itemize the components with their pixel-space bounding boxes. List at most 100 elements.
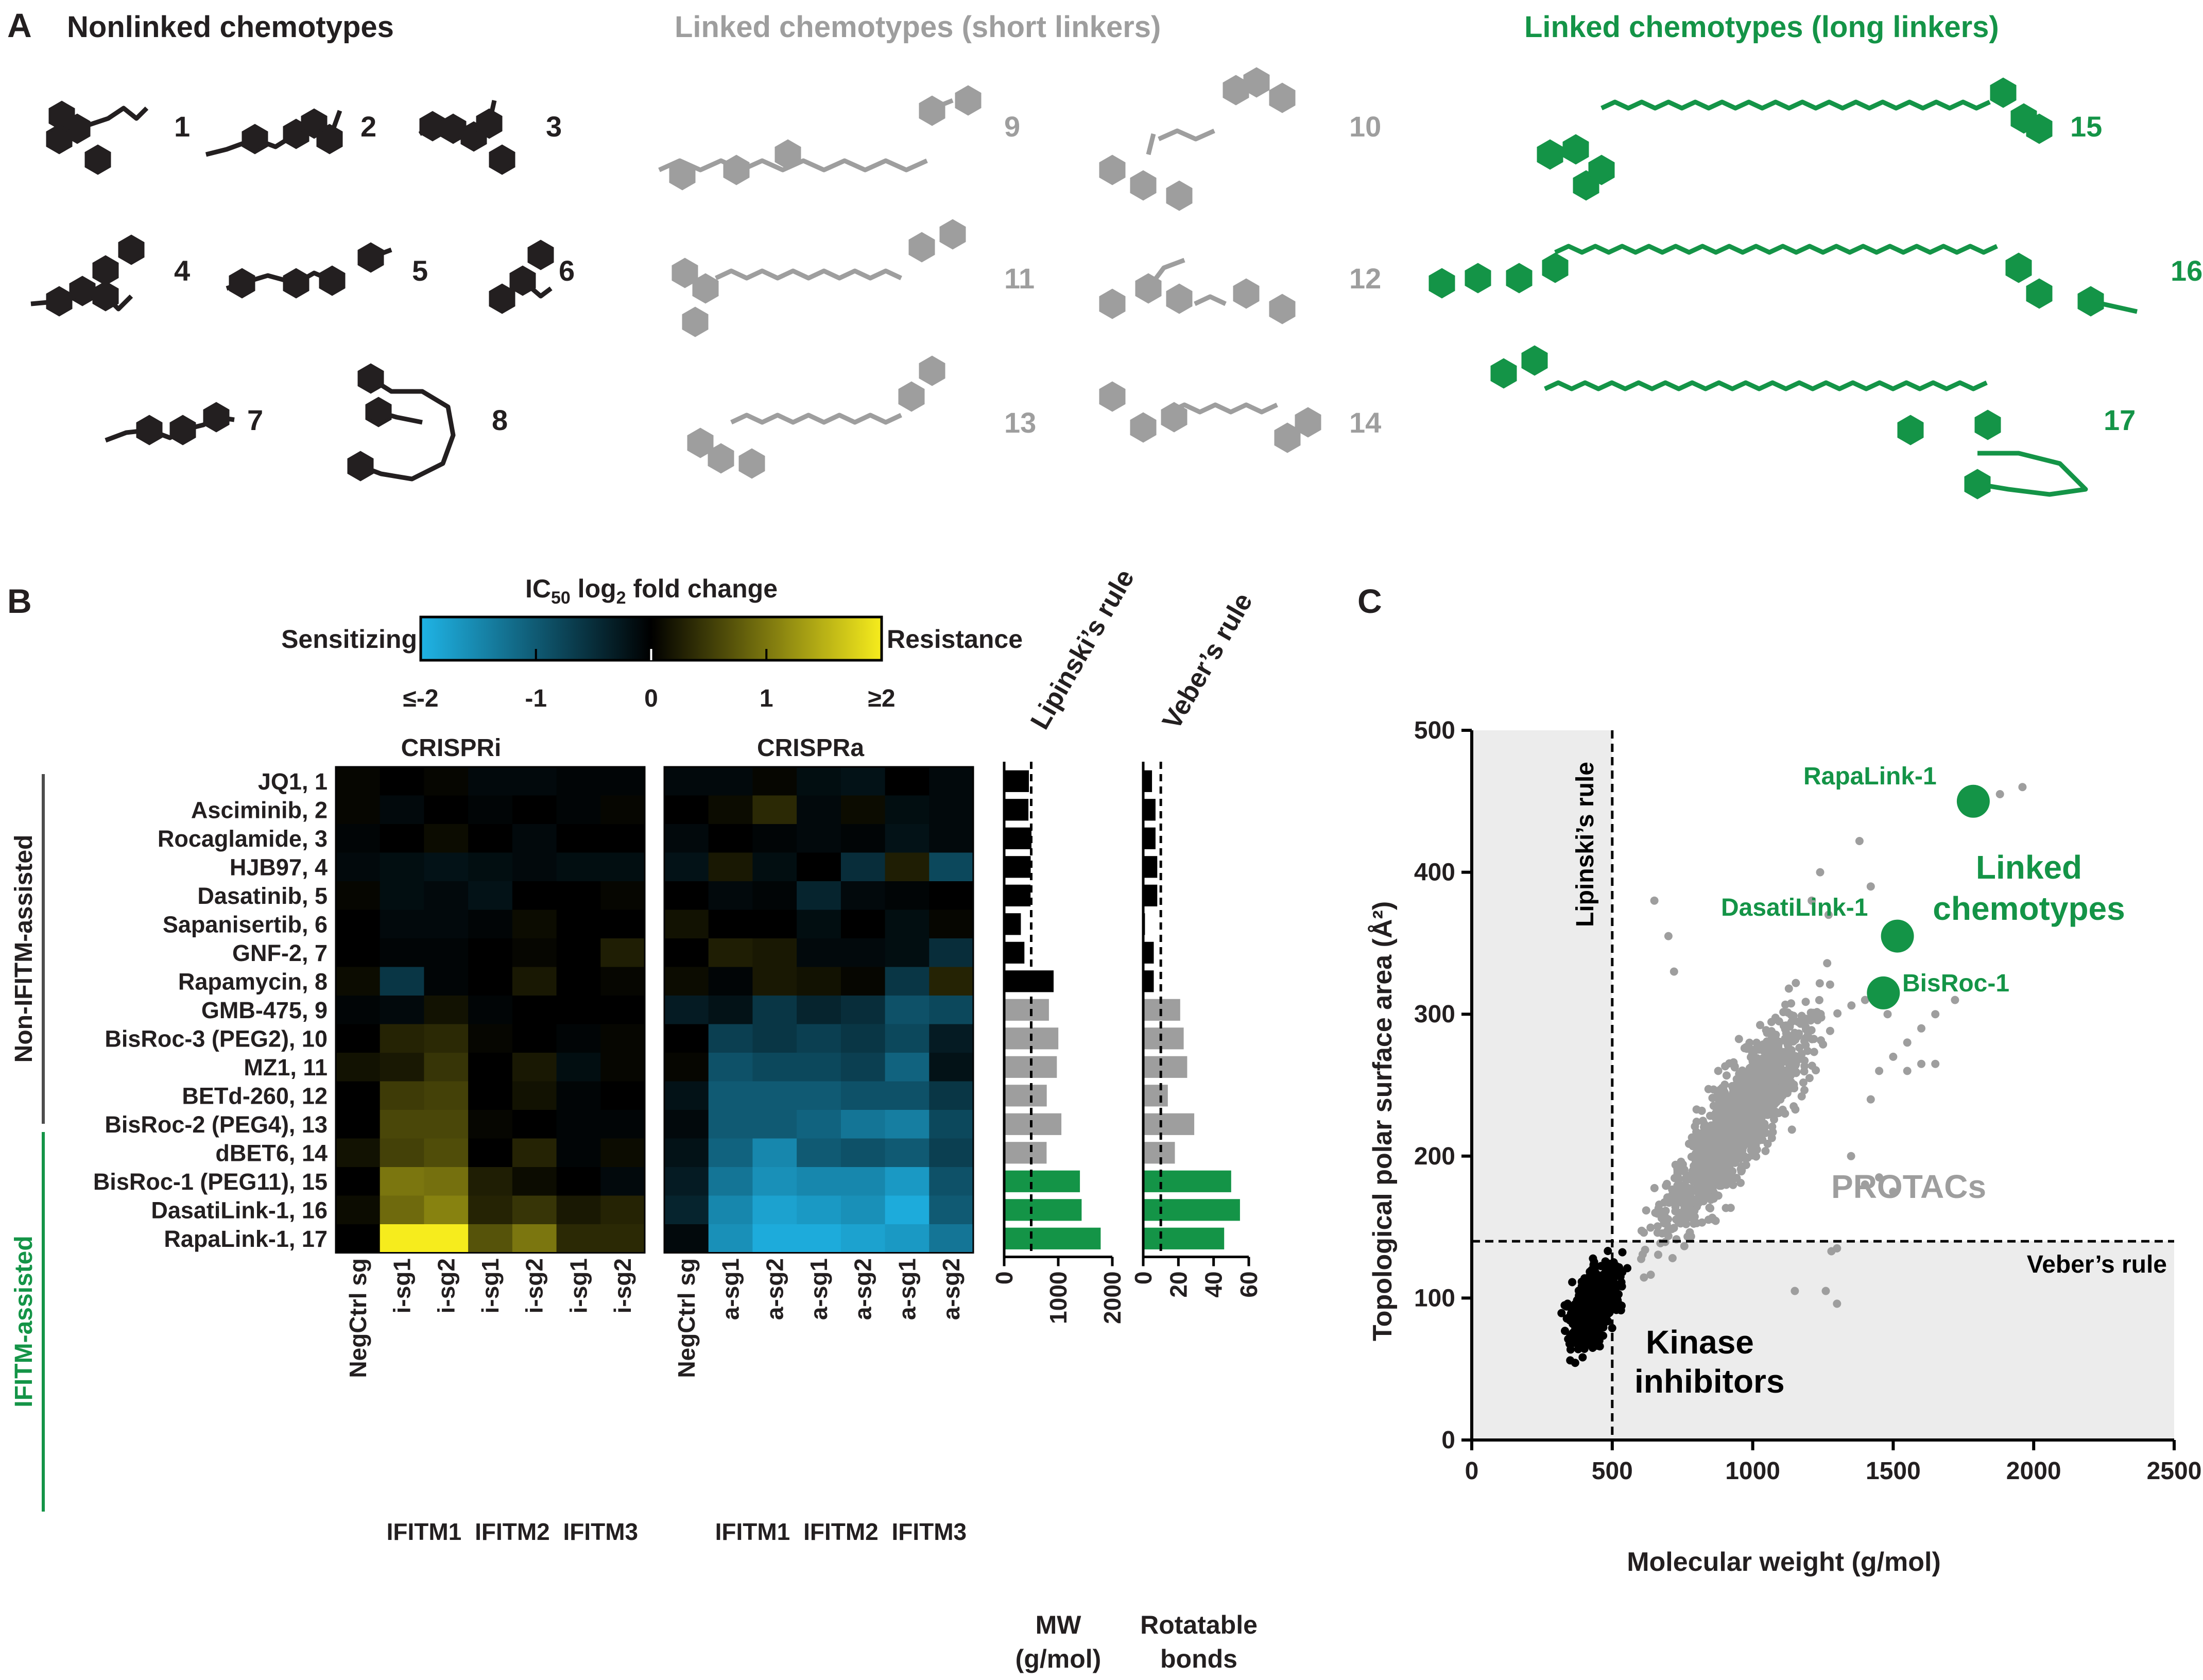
crispri-cell <box>512 1081 557 1110</box>
crispri-cell <box>380 1024 424 1053</box>
crispra-cell <box>797 1224 841 1254</box>
crispra-cell <box>708 1224 753 1254</box>
annotation-lipinski: Lipinski’s rule <box>1572 762 1599 927</box>
protac-point <box>1875 1067 1884 1075</box>
crispra-cell <box>840 967 886 996</box>
crispra-cell <box>929 967 974 996</box>
protac-point <box>1736 1165 1745 1173</box>
protac-point <box>1740 1044 1749 1053</box>
crispri-cell <box>468 967 513 996</box>
rb-bar <box>1143 827 1156 849</box>
annotation-kinase-2: inhibitors <box>1634 1363 1785 1400</box>
kinase-inhibitor-point <box>1588 1344 1597 1352</box>
protac-point <box>1805 1074 1814 1083</box>
protac-point <box>1653 1222 1662 1231</box>
crispra-cell <box>929 767 974 796</box>
molecule-number-2: 2 <box>360 110 376 143</box>
crispri-cell <box>380 967 424 996</box>
protac-point <box>1782 1021 1791 1030</box>
crispra-cell <box>752 852 797 882</box>
crispra-cell <box>797 852 841 882</box>
crispri-cell <box>424 1110 469 1139</box>
veber-region <box>1612 1241 2174 1440</box>
protac-point <box>1889 1052 1898 1061</box>
crispri-cell <box>556 795 601 825</box>
crispra-cell <box>885 1195 930 1225</box>
protac-point <box>1775 1017 1783 1026</box>
protac-point <box>1695 1144 1703 1153</box>
protac-point <box>1670 1224 1678 1232</box>
kinase-inhibitor-point <box>1604 1247 1612 1255</box>
crispra-cell <box>664 881 709 911</box>
crispra-cell <box>708 938 753 968</box>
protac-point <box>1683 1171 1692 1180</box>
crispra-cell <box>752 910 797 939</box>
crispra-cell <box>840 910 886 939</box>
column-label: i-sg2 <box>433 1258 459 1313</box>
crispri-cell <box>556 1081 601 1110</box>
kinase-inhibitor-point <box>1557 1309 1566 1317</box>
scatter-x-tick-label: 0 <box>1465 1458 1479 1485</box>
molecule-6 <box>489 239 554 314</box>
protac-point <box>1823 959 1832 968</box>
crispra-cell <box>929 1024 974 1053</box>
column-label: a-sg1 <box>805 1258 832 1320</box>
protac-point <box>1679 1181 1688 1190</box>
protac-point <box>1646 1223 1655 1232</box>
protac-point <box>1674 1163 1682 1172</box>
crispri-cell <box>512 1110 557 1139</box>
colorbar-tick-label: -1 <box>525 685 547 712</box>
crispri-cell <box>556 1024 601 1053</box>
crispri-cell <box>380 1138 424 1168</box>
crispra-cell <box>885 938 930 968</box>
crispri-cell <box>600 910 645 939</box>
crispri-cell <box>512 910 557 939</box>
rb-bar <box>1143 941 1154 964</box>
kinase-inhibitor-point <box>1595 1323 1604 1332</box>
protac-point <box>1736 1099 1745 1108</box>
crispri-cell <box>468 1053 513 1082</box>
crispra-cell <box>929 1138 974 1168</box>
mw-tick-label: 1000 <box>1045 1272 1072 1324</box>
protac-point <box>1866 882 1875 891</box>
scatter-x-tick-label: 2000 <box>2006 1458 2061 1485</box>
crispra-cell <box>708 795 753 825</box>
protac-point <box>1730 1062 1739 1071</box>
protac-point <box>1796 1019 1805 1028</box>
protac-point <box>1642 1206 1650 1215</box>
crispra-cell <box>708 1053 753 1082</box>
protac-point <box>1792 979 1800 987</box>
molecule-number-5: 5 <box>412 254 428 287</box>
protac-point <box>1763 1139 1772 1148</box>
protac-point <box>1664 1215 1673 1224</box>
colorbar-tick-label: 0 <box>644 685 658 712</box>
protac-point <box>1692 1127 1701 1136</box>
protac-point <box>1709 1215 1718 1224</box>
protac-point <box>1779 1081 1787 1089</box>
molecule-7 <box>105 402 235 445</box>
row-label: Rocaglamide, 3 <box>158 826 328 852</box>
protac-point <box>1702 1163 1711 1172</box>
rb-bar <box>1143 1027 1184 1050</box>
crispra-cell <box>929 881 974 911</box>
crispri-cell <box>512 852 557 882</box>
molecule-16 <box>1428 244 2138 317</box>
protac-point <box>1729 1122 1738 1130</box>
kinase-inhibitor-point <box>1585 1284 1593 1293</box>
gene-label: IFITM3 <box>891 1518 967 1545</box>
molecule-number-15: 15 <box>2070 110 2102 143</box>
protac-point <box>1781 1000 1789 1009</box>
mw-tick-label: 0 <box>991 1272 1018 1285</box>
crispra-cell <box>885 1138 930 1168</box>
colorbar-ticks: ≤-2 -1 0 1 ≥2 <box>403 649 896 712</box>
molecule-17 <box>1490 345 2088 500</box>
crispra-cell <box>885 852 930 882</box>
panel-c: C 0 500 1000 1500 2000 2500 0 100 200 300 400 500 M… <box>1357 582 2201 1577</box>
molecule-3 <box>418 100 515 175</box>
protac-point <box>1801 998 1810 1006</box>
crispra-cell <box>885 1024 930 1053</box>
protac-point <box>1727 1178 1735 1187</box>
molecule-number-4: 4 <box>174 254 190 287</box>
protac-point <box>1745 1128 1754 1137</box>
crispri-cell <box>380 795 424 825</box>
